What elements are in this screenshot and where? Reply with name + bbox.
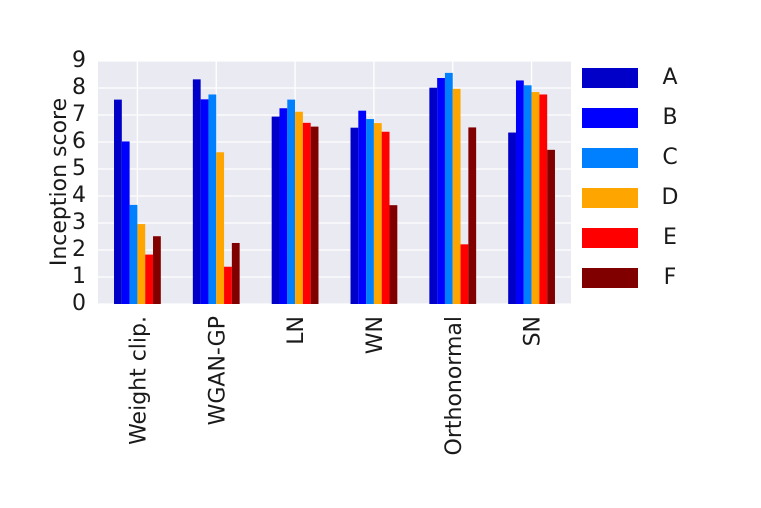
legend-swatch — [582, 188, 638, 208]
legend-swatch — [582, 228, 638, 248]
legend-label: E — [663, 225, 677, 250]
bar — [137, 224, 146, 304]
y-tick-label: 9 — [72, 48, 86, 73]
bar — [539, 94, 548, 304]
bar — [460, 244, 469, 304]
y-tick-label: 8 — [72, 75, 86, 100]
bar — [200, 99, 209, 304]
legend-label: D — [662, 185, 679, 210]
bar — [208, 94, 217, 304]
bar — [437, 78, 445, 304]
y-tick-label: 4 — [72, 183, 86, 208]
bar — [295, 111, 303, 304]
bar — [444, 72, 453, 304]
plot-background — [98, 61, 571, 304]
bar — [129, 204, 138, 304]
bar — [523, 85, 532, 304]
legend-label: B — [662, 105, 677, 130]
legend-swatch — [582, 268, 638, 288]
bar — [389, 205, 398, 304]
bar — [468, 127, 477, 304]
bar — [145, 254, 154, 304]
bar — [547, 149, 555, 304]
bar — [358, 110, 367, 305]
bar — [192, 79, 201, 304]
bar — [302, 122, 311, 304]
legend-label: C — [662, 145, 677, 170]
bar — [429, 87, 438, 304]
bar — [366, 119, 374, 304]
bar — [121, 141, 130, 304]
bar — [531, 92, 540, 304]
x-tick-label: WGAN-GP — [205, 316, 230, 425]
bar — [271, 116, 280, 305]
x-tick-labels: Weight clip. WGAN-GP LN WN Orthonormal SN — [126, 316, 545, 455]
y-tick-label: 3 — [72, 210, 86, 235]
bar — [224, 266, 232, 304]
legend-swatch — [582, 148, 638, 168]
x-tick-label: LN — [284, 316, 309, 345]
y-tick-label: 2 — [72, 237, 86, 262]
bar — [310, 126, 319, 304]
y-axis-label: Inception score — [47, 98, 72, 266]
bar — [231, 242, 240, 304]
legend-label: A — [662, 65, 677, 90]
y-tick-label: 6 — [72, 129, 86, 154]
legend-swatch — [582, 68, 638, 88]
y-tick-label: 0 — [72, 291, 86, 316]
x-tick-label: WN — [363, 316, 388, 354]
x-tick-label: Weight clip. — [126, 316, 151, 445]
bar — [153, 236, 161, 304]
bars — [114, 72, 555, 305]
y-tick-label: 7 — [72, 102, 86, 127]
legend-label: F — [664, 265, 677, 290]
bar — [279, 108, 288, 304]
bar — [114, 99, 122, 304]
x-tick-label: Orthonormal — [442, 316, 467, 455]
y-tick-label: 1 — [72, 264, 86, 289]
x-tick-label: SN — [521, 316, 546, 346]
bar — [381, 131, 390, 304]
bar — [216, 152, 225, 304]
y-tick-label: 5 — [72, 156, 86, 181]
bar — [350, 127, 359, 304]
legend-swatch — [582, 108, 638, 128]
bar — [515, 80, 524, 304]
bar — [452, 88, 461, 304]
bar — [508, 132, 516, 304]
bar — [287, 99, 296, 304]
bar — [373, 123, 382, 304]
